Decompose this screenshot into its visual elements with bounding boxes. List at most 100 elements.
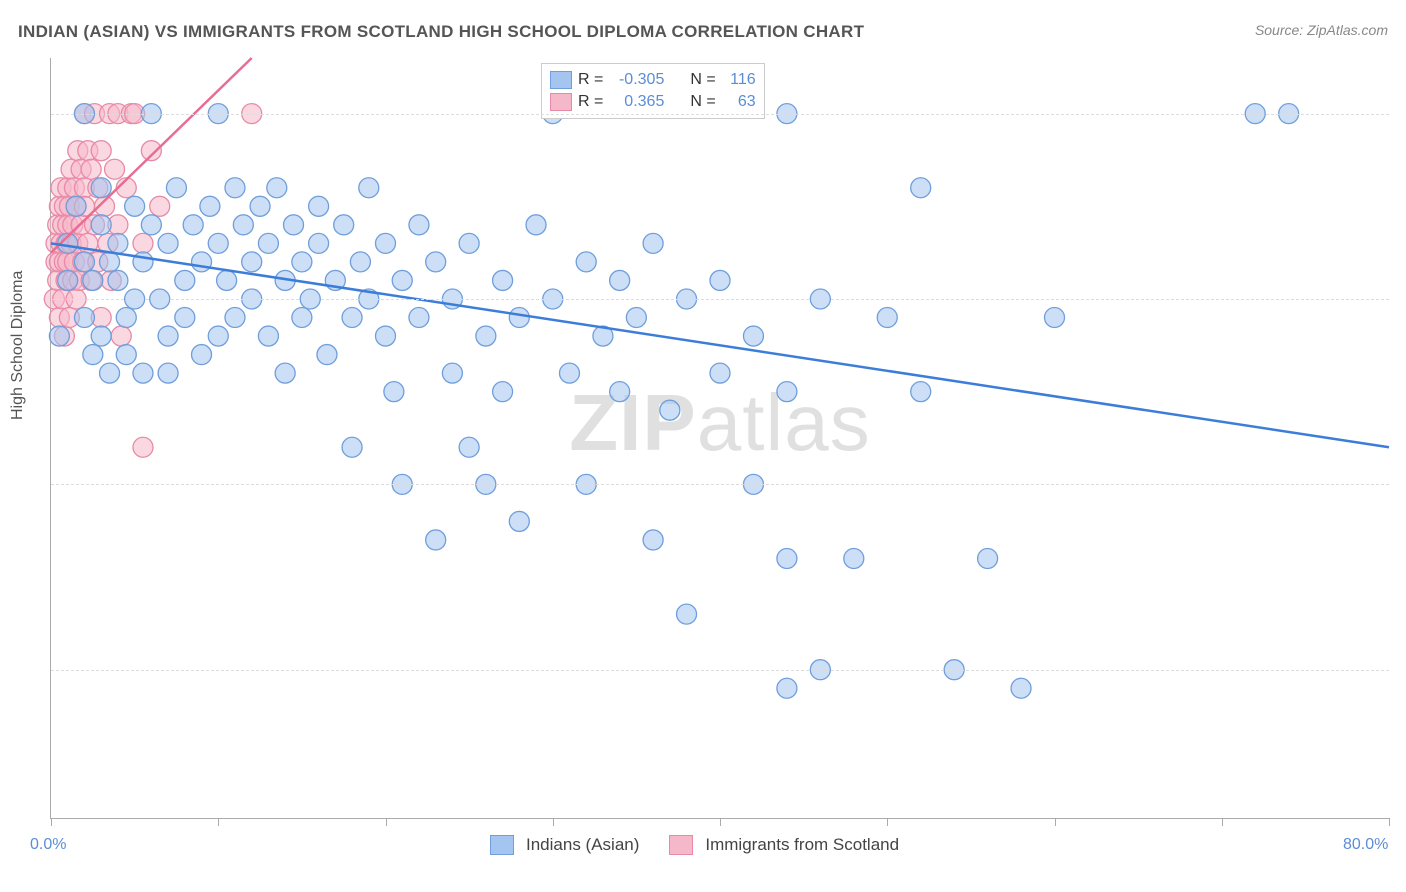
y-tick-label: 90.0% <box>1399 290 1406 308</box>
indians-point <box>233 215 253 235</box>
plot-area: ZIPatlas R =-0.305N =116R =0.365N =63 70… <box>50 58 1389 819</box>
x-tick-label: 0.0% <box>30 836 66 854</box>
indians-point <box>442 363 462 383</box>
indians-point <box>710 270 730 290</box>
indians-point <box>158 326 178 346</box>
x-tick <box>1222 818 1223 826</box>
r-value: 0.365 <box>609 91 664 113</box>
indians-point <box>978 548 998 568</box>
indians-point <box>192 252 212 272</box>
legend-swatch <box>550 71 572 89</box>
indians-point <box>350 252 370 272</box>
scotland-point <box>111 326 131 346</box>
x-tick <box>218 818 219 826</box>
indians-point <box>509 308 529 328</box>
gridline <box>51 670 1389 671</box>
x-tick <box>51 818 52 826</box>
indians-point <box>610 270 630 290</box>
indians-point <box>493 382 513 402</box>
indians-point <box>83 270 103 290</box>
indians-point <box>660 400 680 420</box>
indians-point <box>376 326 396 346</box>
indians-point <box>334 215 354 235</box>
indians-point <box>292 308 312 328</box>
scotland-point <box>141 141 161 161</box>
indians-point <box>493 270 513 290</box>
indians-point <box>91 215 111 235</box>
indians-point <box>275 363 295 383</box>
indians-point <box>1011 678 1031 698</box>
scotland-point <box>133 233 153 253</box>
indians-point <box>376 233 396 253</box>
indians-point <box>877 308 897 328</box>
n-label: N = <box>690 69 715 91</box>
indians-point <box>459 233 479 253</box>
legend-row: R =0.365N =63 <box>550 91 756 113</box>
indians-point <box>192 345 212 365</box>
indians-point <box>509 511 529 531</box>
x-tick-label: 80.0% <box>1343 836 1388 854</box>
indians-point <box>409 308 429 328</box>
indians-point <box>158 233 178 253</box>
indians-point <box>208 233 228 253</box>
indians-point <box>777 548 797 568</box>
indians-point <box>49 326 69 346</box>
y-tick-label: 100.0% <box>1399 105 1406 123</box>
indians-point <box>66 196 86 216</box>
x-tick <box>887 818 888 826</box>
series-legend: Indians (Asian) Immigrants from Scotland <box>490 835 917 855</box>
legend-label: Indians (Asian) <box>526 835 639 855</box>
indians-point <box>284 215 304 235</box>
indians-point <box>309 233 329 253</box>
indians-point <box>125 196 145 216</box>
indians-point <box>743 326 763 346</box>
indians-point <box>911 382 931 402</box>
n-value: 116 <box>722 69 756 91</box>
indians-point <box>844 548 864 568</box>
indians-point <box>225 308 245 328</box>
indians-point <box>83 345 103 365</box>
r-value: -0.305 <box>609 69 664 91</box>
indians-point <box>108 270 128 290</box>
indians-point <box>91 178 111 198</box>
chart-title: INDIAN (ASIAN) VS IMMIGRANTS FROM SCOTLA… <box>18 22 864 42</box>
indians-point <box>409 215 429 235</box>
indians-point <box>74 252 94 272</box>
x-tick <box>720 818 721 826</box>
indians-point <box>100 363 120 383</box>
scotland-point <box>105 159 125 179</box>
indians-point <box>677 604 697 624</box>
plot-svg <box>51 58 1389 818</box>
y-tick-label: 80.0% <box>1399 475 1406 493</box>
source-label: Source: ZipAtlas.com <box>1255 22 1388 38</box>
indians-point <box>342 308 362 328</box>
indians-point <box>183 215 203 235</box>
gridline <box>51 484 1389 485</box>
indians-point <box>116 345 136 365</box>
legend-swatch <box>550 93 572 111</box>
indians-point <box>710 363 730 383</box>
legend-label: Immigrants from Scotland <box>705 835 899 855</box>
indians-point <box>342 437 362 457</box>
indians-point <box>426 530 446 550</box>
scotland-point <box>91 141 111 161</box>
x-tick <box>553 818 554 826</box>
indians-point <box>626 308 646 328</box>
n-label: N = <box>690 91 715 113</box>
x-tick <box>1389 818 1390 826</box>
indians-point <box>200 196 220 216</box>
scotland-point <box>81 159 101 179</box>
indians-point <box>74 308 94 328</box>
indians-point <box>133 363 153 383</box>
indians-point <box>576 252 596 272</box>
indians-point <box>267 178 287 198</box>
n-value: 63 <box>722 91 756 113</box>
scotland-point <box>133 437 153 457</box>
indians-point <box>258 326 278 346</box>
indians-point <box>476 326 496 346</box>
indians-point <box>58 270 78 290</box>
legend-row: R =-0.305N =116 <box>550 69 756 91</box>
x-tick <box>386 818 387 826</box>
indians-point <box>392 270 412 290</box>
indians-point <box>166 178 186 198</box>
